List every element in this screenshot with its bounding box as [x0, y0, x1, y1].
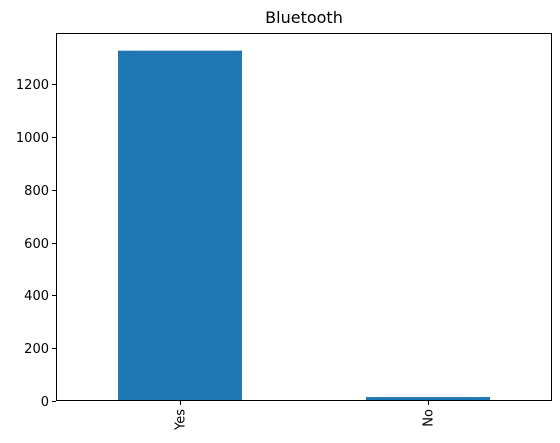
y-tick-label: 1000	[16, 131, 49, 146]
x-axis: Yes No	[174, 401, 437, 431]
y-tick-label: 1200	[16, 78, 49, 93]
bar-yes	[118, 50, 242, 401]
y-tick-label: 400	[24, 289, 49, 304]
y-axis: 0 200 400 600 800 1000 1200	[16, 78, 56, 410]
y-tick-label: 800	[24, 184, 49, 199]
bar-no	[366, 397, 490, 401]
x-tick-label: No	[422, 409, 437, 427]
chart-title: Bluetooth	[265, 8, 343, 27]
x-tick-label: Yes	[174, 409, 189, 431]
y-tick-label: 200	[24, 342, 49, 357]
y-tick-label: 600	[24, 237, 49, 252]
y-tick-label: 0	[41, 395, 49, 410]
plot-frame	[56, 33, 552, 401]
bars	[118, 50, 490, 401]
